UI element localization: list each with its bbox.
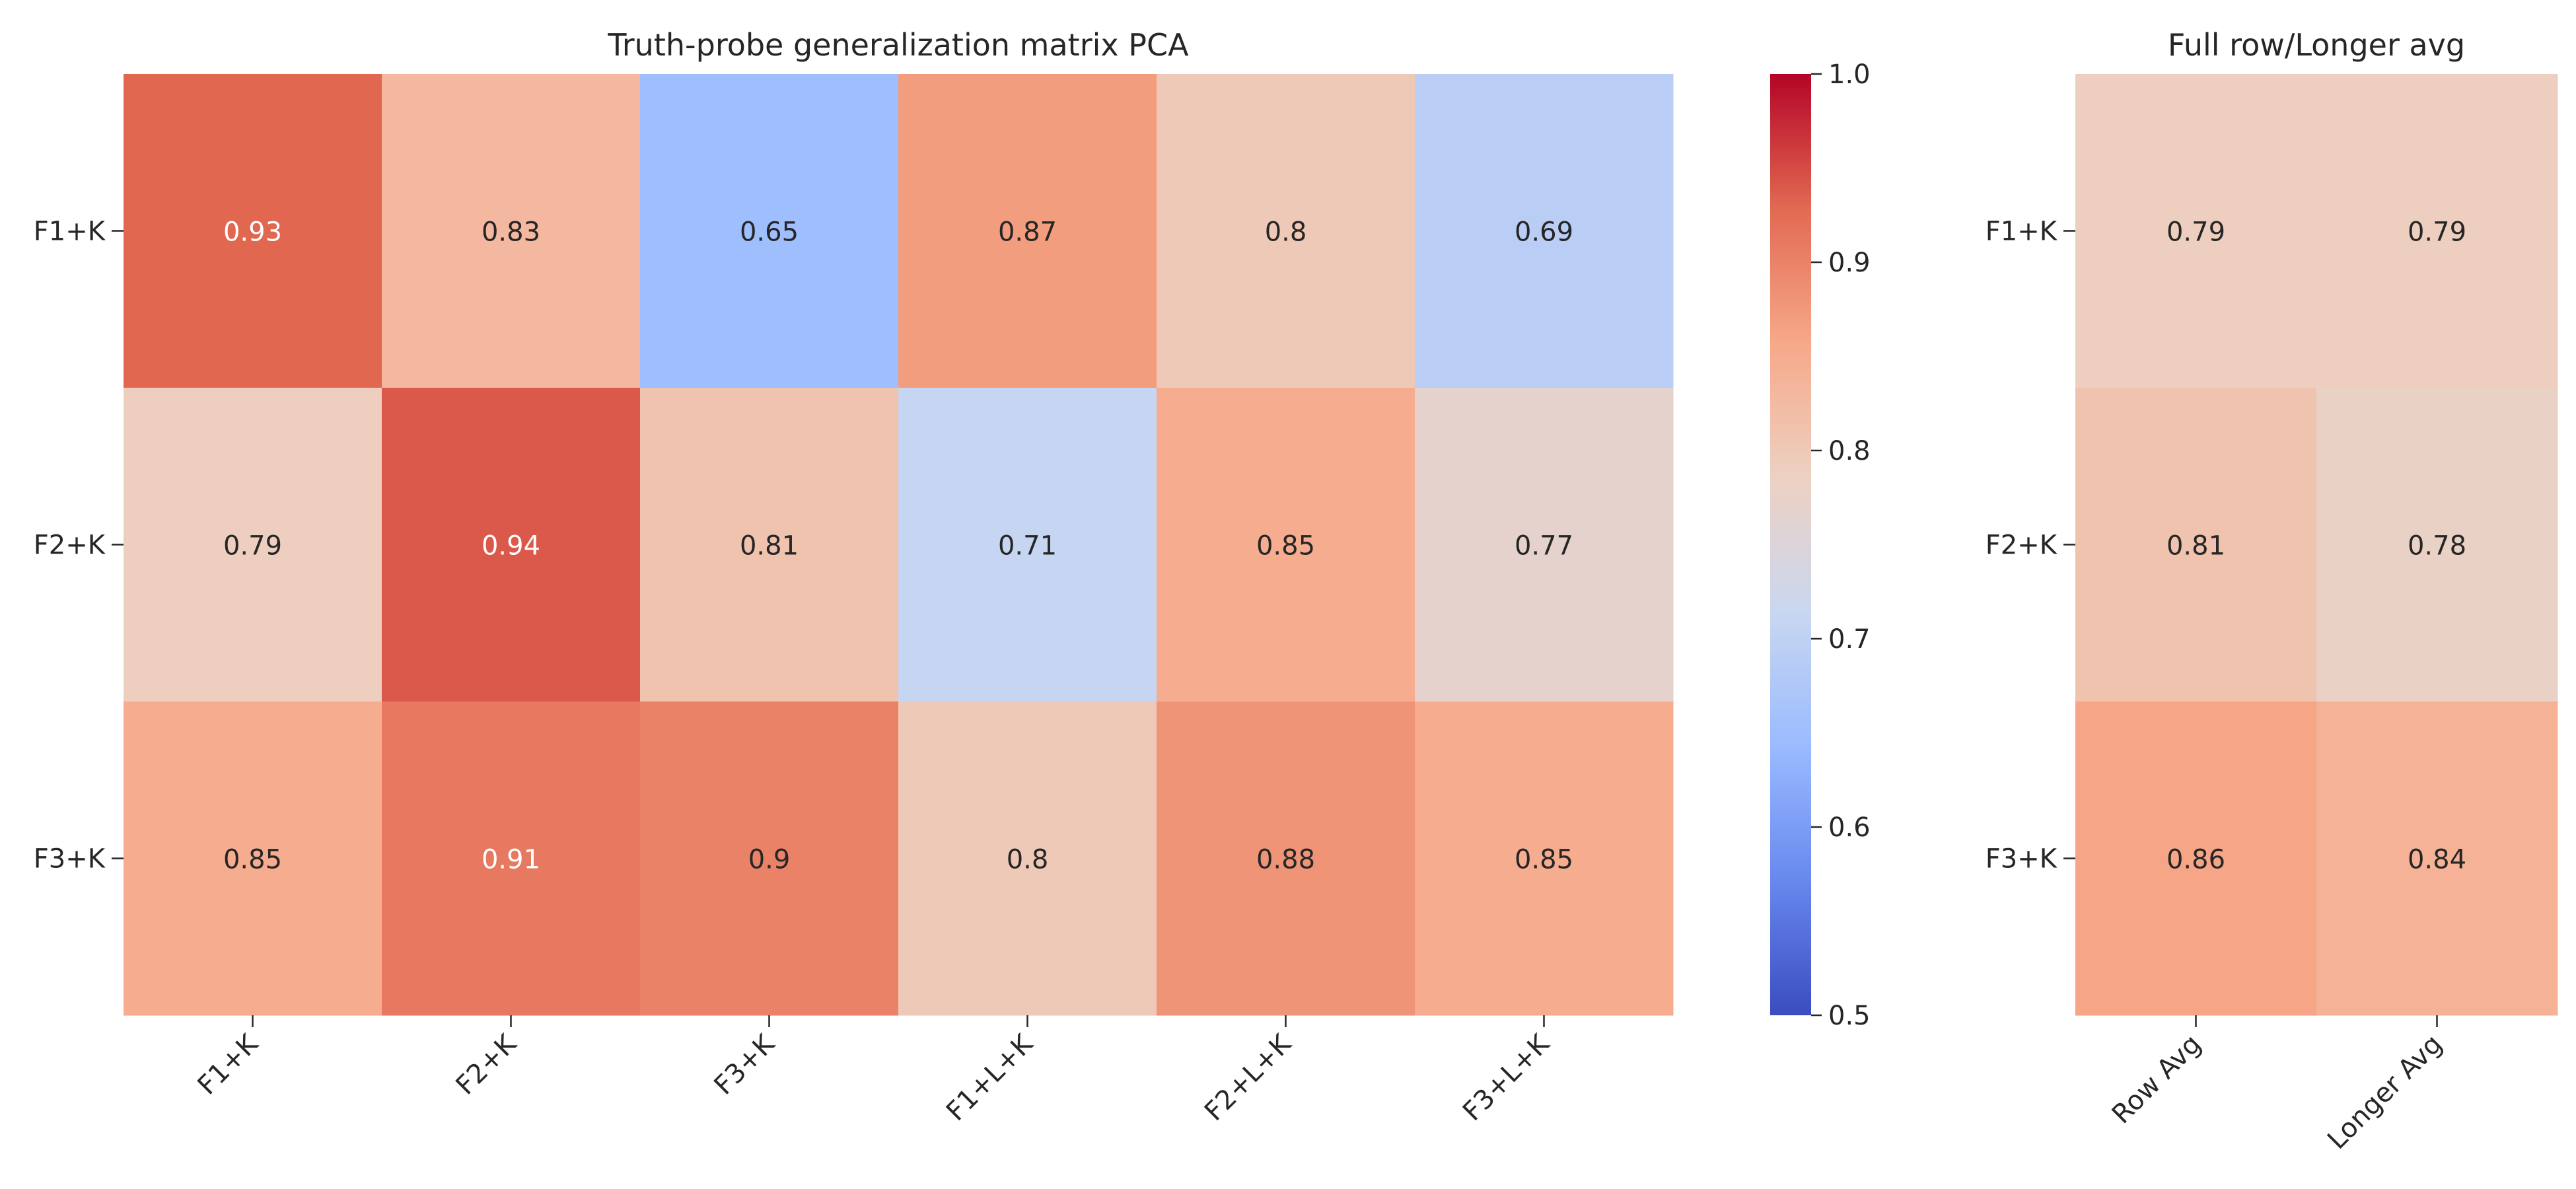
main-y-tick-label: F3+K bbox=[34, 844, 106, 875]
main-cell-label: 0.85 bbox=[223, 845, 282, 875]
main-heatmap-cell-labels: 0.93 0.83 0.65 0.87 0.8 0.69 0.79 0.94 0.81 0.71 0… bbox=[223, 217, 1573, 875]
side-x-tick-label: Longer Avg bbox=[2322, 1029, 2448, 1155]
main-cell-label: 0.85 bbox=[1256, 531, 1315, 561]
side-cell-label: 0.79 bbox=[2166, 217, 2225, 248]
side-x-tick-label: Row Avg bbox=[2106, 1029, 2207, 1130]
side-heatmap: Full row/Longer avg 0.79 0.79 0.81 0.78 0.86… bbox=[1986, 27, 2558, 1155]
main-cell-label: 0.79 bbox=[223, 531, 282, 561]
colorbar: 0.5 0.6 0.7 0.8 0.9 1.0 bbox=[1770, 59, 1871, 1031]
side-cell bbox=[2075, 702, 2317, 1016]
side-cell-label: 0.79 bbox=[2408, 217, 2466, 248]
colorbar-tick-label: 0.8 bbox=[1828, 436, 1871, 466]
main-chart-title: Truth-probe generalization matrix PCA bbox=[607, 27, 1189, 63]
side-cell-label: 0.84 bbox=[2408, 845, 2466, 875]
side-cell-label: 0.86 bbox=[2166, 845, 2225, 875]
main-cell-label: 0.9 bbox=[748, 845, 791, 875]
main-x-tick-label: F3+K bbox=[709, 1028, 781, 1100]
main-y-tick-label: F2+K bbox=[34, 530, 106, 561]
main-cell-label: 0.77 bbox=[1515, 531, 1573, 561]
main-cell bbox=[1415, 702, 1674, 1016]
main-cell bbox=[898, 702, 1157, 1016]
colorbar-tick-label: 0.7 bbox=[1828, 624, 1871, 655]
main-cell bbox=[1415, 74, 1674, 388]
main-cell-label: 0.94 bbox=[482, 531, 540, 561]
main-cell-label: 0.8 bbox=[1007, 845, 1049, 875]
main-cell bbox=[1157, 388, 1415, 702]
main-cell-label: 0.71 bbox=[998, 531, 1057, 561]
main-cell-label: 0.93 bbox=[223, 217, 282, 248]
main-heatmap: Truth-probe generalization matrix PCA 0.… bbox=[34, 27, 1674, 1127]
main-cell bbox=[640, 74, 899, 388]
main-cell-label: 0.81 bbox=[740, 531, 799, 561]
colorbar-gradient bbox=[1770, 74, 1811, 1015]
main-cell bbox=[640, 388, 899, 702]
side-heatmap-cells bbox=[2075, 74, 2558, 1016]
side-y-axis: F1+K F2+K F3+K bbox=[1986, 217, 2075, 875]
colorbar-tick-label: 0.5 bbox=[1828, 1001, 1871, 1031]
side-heatmap-cell-labels: 0.79 0.79 0.81 0.78 0.86 0.84 bbox=[2166, 217, 2466, 875]
side-cell bbox=[2316, 388, 2558, 702]
main-y-axis: F1+K F2+K F3+K bbox=[34, 217, 124, 875]
main-y-tick-label: F1+K bbox=[34, 217, 106, 247]
main-x-tick-label: F2+L+K bbox=[1199, 1028, 1298, 1127]
main-cell bbox=[124, 702, 382, 1016]
side-cell bbox=[2316, 74, 2558, 388]
main-cell-label: 0.85 bbox=[1515, 845, 1573, 875]
main-cell bbox=[1157, 702, 1415, 1016]
side-x-axis: Row Avg Longer Avg bbox=[2106, 1015, 2449, 1155]
main-cell bbox=[1415, 388, 1674, 702]
side-cell-label: 0.78 bbox=[2408, 531, 2466, 561]
main-x-tick-label: F1+K bbox=[192, 1028, 265, 1100]
main-x-tick-label: F1+L+K bbox=[941, 1028, 1040, 1127]
side-cell bbox=[2075, 388, 2317, 702]
main-cell bbox=[382, 702, 641, 1016]
side-y-tick-label: F3+K bbox=[1986, 844, 2058, 875]
main-cell bbox=[898, 74, 1157, 388]
main-cell bbox=[124, 74, 382, 388]
side-chart-title: Full row/Longer avg bbox=[2168, 27, 2465, 63]
main-cell bbox=[898, 388, 1157, 702]
main-cell-label: 0.83 bbox=[482, 217, 540, 248]
main-cell-label: 0.69 bbox=[1515, 217, 1573, 248]
main-heatmap-cells bbox=[124, 74, 1674, 1016]
main-x-axis: F1+K F2+K F3+K F1+L+K F2+L+K F3+L+K bbox=[192, 1015, 1556, 1127]
main-cell bbox=[1157, 74, 1415, 388]
colorbar-ticks: 0.5 0.6 0.7 0.8 0.9 1.0 bbox=[1811, 59, 1871, 1031]
main-cell bbox=[124, 388, 382, 702]
main-cell-label: 0.8 bbox=[1265, 217, 1307, 248]
side-cell-label: 0.81 bbox=[2166, 531, 2225, 561]
side-y-tick-label: F2+K bbox=[1986, 530, 2058, 561]
side-y-tick-label: F1+K bbox=[1986, 217, 2058, 247]
side-cell bbox=[2316, 702, 2558, 1016]
main-x-tick-label: F2+K bbox=[450, 1028, 523, 1100]
main-cell-label: 0.65 bbox=[740, 217, 799, 248]
side-cell bbox=[2075, 74, 2317, 388]
colorbar-tick-label: 1.0 bbox=[1828, 59, 1871, 90]
main-cell-label: 0.88 bbox=[1256, 845, 1315, 875]
main-x-tick-label: F3+L+K bbox=[1457, 1028, 1556, 1127]
main-cell bbox=[382, 74, 641, 388]
main-cell bbox=[640, 702, 899, 1016]
colorbar-tick-label: 0.6 bbox=[1828, 812, 1871, 843]
colorbar-tick-label: 0.9 bbox=[1828, 248, 1871, 278]
main-cell-label: 0.91 bbox=[482, 845, 540, 875]
main-cell bbox=[382, 388, 641, 702]
main-cell-label: 0.87 bbox=[998, 217, 1057, 248]
